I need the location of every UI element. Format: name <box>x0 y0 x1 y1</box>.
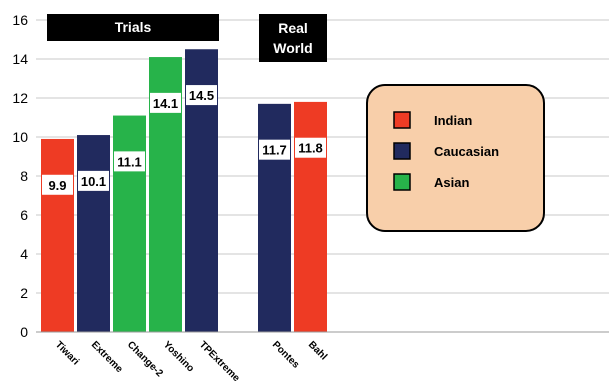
category-label: Pontes <box>270 339 302 371</box>
y-tick-label: 16 <box>12 12 28 28</box>
category-label: Yoshino <box>161 339 196 374</box>
category-label: Extreme <box>89 339 125 375</box>
group-header-trials: Trials <box>47 14 219 41</box>
legend-box <box>366 84 545 232</box>
data-label-box <box>42 174 73 195</box>
trials-header-box <box>47 14 219 41</box>
data-label: 11.1 <box>117 154 142 169</box>
legend-swatch-indian <box>393 111 411 129</box>
data-label: 11.8 <box>298 141 323 156</box>
y-tick-label: 0 <box>20 324 28 340</box>
group-header-real-world: Real World <box>259 14 327 62</box>
y-tick-label: 2 <box>20 285 28 301</box>
legend-swatch-caucasian <box>393 142 411 160</box>
legend-swatch-asian <box>393 173 411 191</box>
y-tick-label: 8 <box>20 168 28 184</box>
category-label: Bahl <box>306 339 329 362</box>
data-label-box <box>150 92 181 113</box>
y-axis-ticks: 0 2 4 6 8 10 12 14 16 <box>12 12 28 340</box>
legend-label-asian: Asian <box>434 175 469 190</box>
y-tick-label: 10 <box>12 129 28 145</box>
bar-bahl <box>294 101 327 333</box>
bar-tiwari <box>41 138 74 332</box>
data-label-box <box>295 137 326 158</box>
data-label-box <box>114 151 145 172</box>
category-label: TPExtreme <box>197 339 242 384</box>
real-world-header-box <box>259 14 327 62</box>
y-tick-label: 12 <box>12 90 28 106</box>
legend: Indian Caucasian Asian <box>366 84 545 232</box>
y-tick-label: 6 <box>20 207 28 223</box>
legend-items: Indian Caucasian Asian <box>393 111 499 191</box>
bar-pontes <box>258 103 291 332</box>
trials-header-label: Trials <box>115 19 152 35</box>
data-label: 9.9 <box>48 178 66 193</box>
data-label-box <box>186 85 217 106</box>
data-label-box <box>259 139 290 160</box>
category-label: Tiwari <box>53 339 81 367</box>
y-tick-label: 14 <box>12 51 28 67</box>
data-label-box <box>78 170 109 191</box>
legend-label-caucasian: Caucasian <box>434 144 499 159</box>
data-label: 14.5 <box>189 88 214 103</box>
bars: 9.9 10.1 11.1 14.1 14.5 11.7 11.8 <box>41 49 327 333</box>
data-label: 11.7 <box>262 143 287 158</box>
data-label: 10.1 <box>81 174 106 189</box>
data-label: 14.1 <box>153 96 178 111</box>
bar-change-2 <box>113 115 146 332</box>
y-tick-label: 4 <box>20 246 28 262</box>
real-world-header-line-2: World <box>273 40 312 56</box>
legend-label-indian: Indian <box>434 113 472 128</box>
bar-extreme <box>77 135 110 332</box>
category-label: Change-2 <box>125 339 165 379</box>
real-world-header-line-1: Real <box>278 20 308 36</box>
